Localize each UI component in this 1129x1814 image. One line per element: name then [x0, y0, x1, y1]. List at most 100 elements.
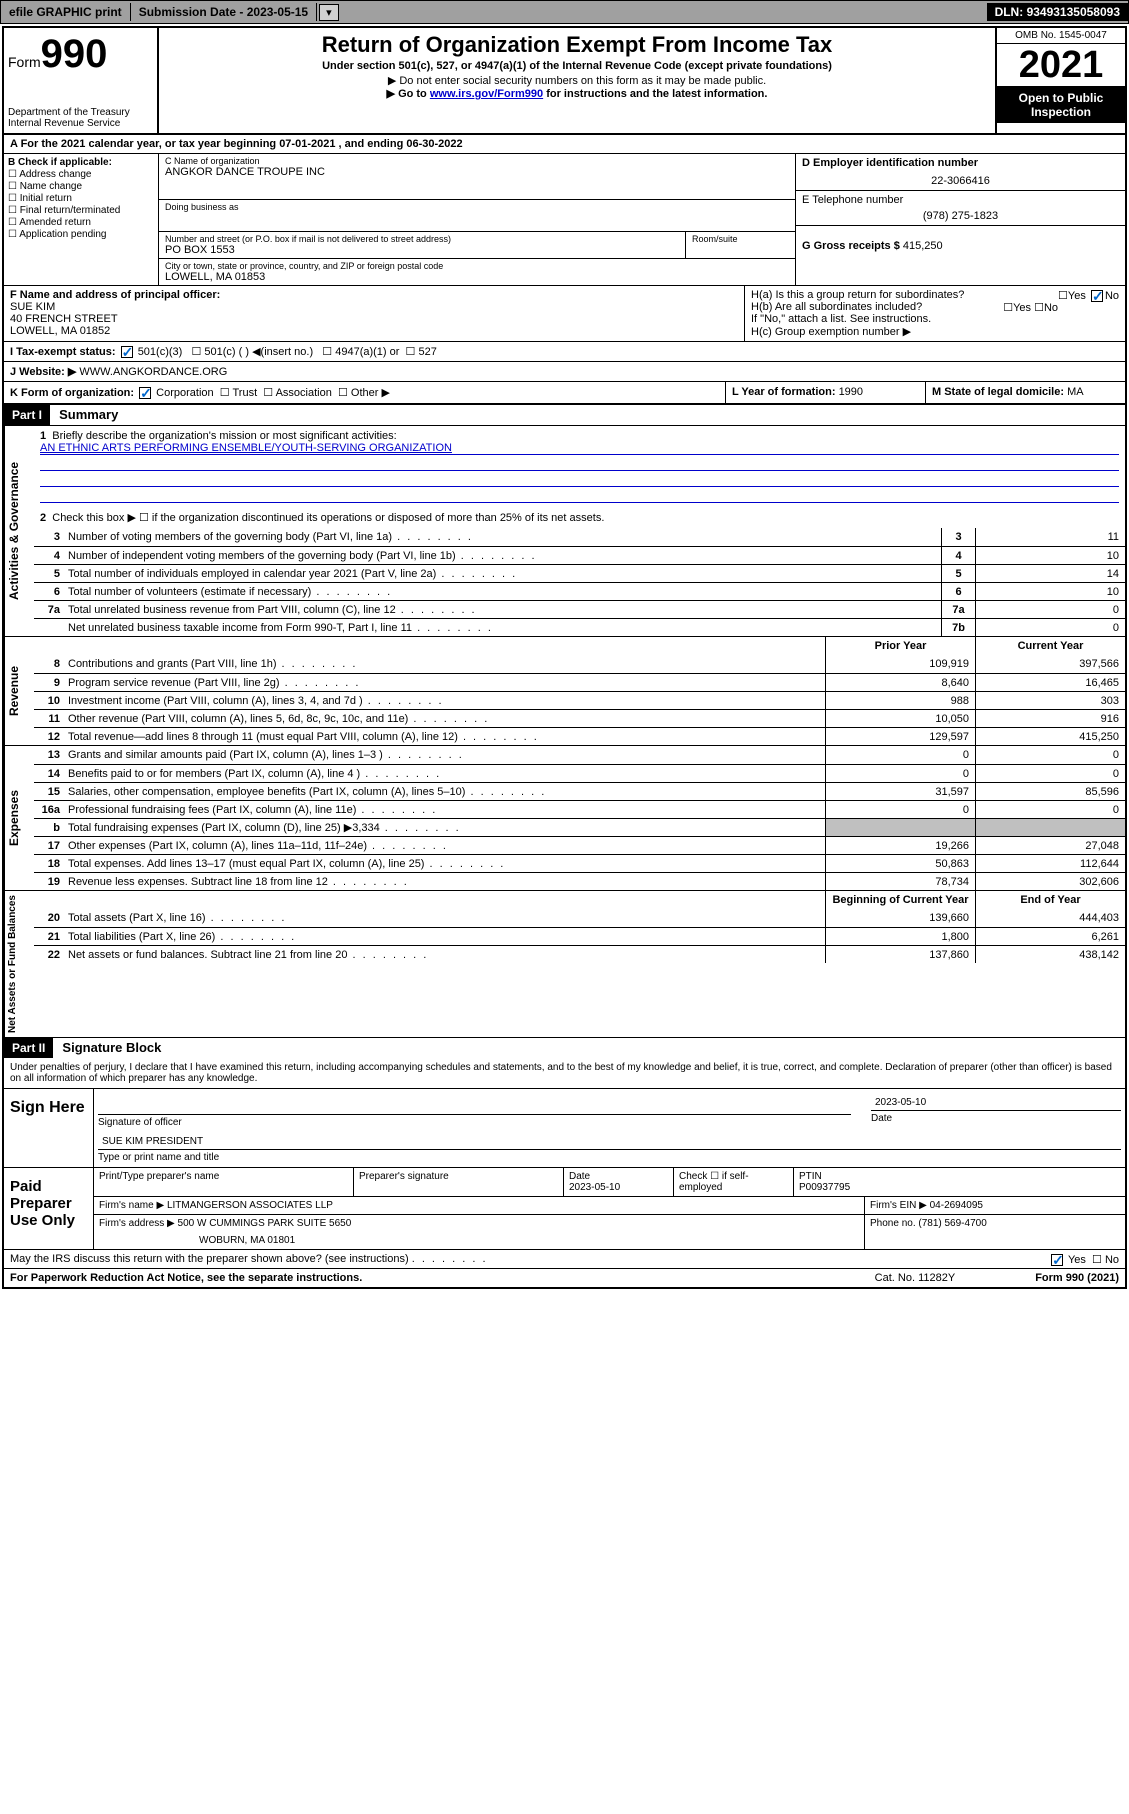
ln-num: 22 — [34, 947, 64, 963]
chk-pending[interactable]: ☐ Application pending — [8, 229, 154, 240]
submission-date: Submission Date - 2023-05-15 — [131, 3, 317, 21]
irs-link[interactable]: www.irs.gov/Form990 — [430, 88, 543, 100]
sign-here-row: Sign Here Signature of officer 2023-05-1… — [4, 1089, 1125, 1168]
j-label: J Website: ▶ — [10, 366, 79, 378]
ln-prior: 0 — [825, 765, 975, 782]
opt-501c3: 501(c)(3) — [138, 346, 183, 358]
sig-officer-field[interactable] — [98, 1095, 851, 1115]
dln-label: DLN: — [995, 5, 1027, 19]
row-klm: K Form of organization: Corporation ☐ Tr… — [4, 382, 1125, 405]
net-section: Net Assets or Fund Balances Beginning of… — [4, 891, 1125, 1038]
mission-line3 — [40, 473, 1119, 487]
omb-no: OMB No. 1545-0047 — [997, 28, 1125, 44]
foot-mid: Cat. No. 11282Y — [875, 1272, 956, 1284]
ln-curr: 415,250 — [975, 728, 1125, 745]
city-val: LOWELL, MA 01853 — [165, 271, 789, 283]
chk-501c3[interactable] — [121, 346, 133, 358]
ln-prior: 988 — [825, 692, 975, 709]
net-hdr: Beginning of Current Year End of Year — [34, 891, 1125, 909]
ln-curr: 27,048 — [975, 837, 1125, 854]
opt-other: Other ▶ — [351, 387, 390, 399]
ln-curr: 302,606 — [975, 873, 1125, 890]
sign-body: Signature of officer 2023-05-10 Date SUE… — [94, 1089, 1125, 1167]
may-no: No — [1105, 1254, 1119, 1266]
ln-curr: 0 — [975, 765, 1125, 782]
sig-intro: Under penalties of perjury, I declare th… — [4, 1058, 1125, 1089]
part2-tag: Part II — [4, 1038, 53, 1058]
firm-addr2: WOBURN, MA 01801 — [199, 1235, 859, 1246]
chk-initial[interactable]: ☐ Initial return — [8, 193, 154, 204]
chk-name-label: Name change — [20, 181, 82, 192]
part1-title: Summary — [53, 407, 118, 422]
col-prior: Prior Year — [825, 637, 975, 655]
chk-address[interactable]: ☐ Address change — [8, 169, 154, 180]
chk-name[interactable]: ☐ Name change — [8, 181, 154, 192]
opt-501c: 501(c) ( ) ◀(insert no.) — [204, 346, 313, 358]
foot-year: 2021 — [1091, 1272, 1115, 1284]
ln-prior: 10,050 — [825, 710, 975, 727]
part2-header: Part II Signature Block — [4, 1038, 1125, 1058]
ln-num: 18 — [34, 856, 64, 872]
gross-label: G Gross receipts $ — [802, 240, 903, 252]
mission-text: AN ETHNIC ARTS PERFORMING ENSEMBLE/YOUTH… — [40, 442, 1119, 455]
officer-block: F Name and address of principal officer:… — [4, 286, 745, 341]
firm-phone: (781) 569-4700 — [918, 1218, 986, 1229]
submission-date-val: 2023-05-15 — [247, 5, 308, 19]
firm-ein-label: Firm's EIN ▶ — [870, 1200, 930, 1211]
tel-label: E Telephone number — [802, 194, 1119, 206]
chk-final-label: Final return/terminated — [20, 205, 121, 216]
ln-num: 16a — [34, 802, 64, 818]
data-line: 10Investment income (Part VIII, column (… — [34, 691, 1125, 709]
prep-check: Check ☐ if self-employed — [674, 1168, 794, 1196]
officer-typed: SUE KIM PRESIDENT — [98, 1134, 1121, 1150]
ln-num: 12 — [34, 729, 64, 745]
foot-right: Form 990 (2021) — [1035, 1272, 1119, 1284]
ln-curr: 444,403 — [975, 909, 1125, 927]
ln-curr: 303 — [975, 692, 1125, 709]
ln-num: 11 — [34, 711, 64, 727]
ln-txt: Number of voting members of the governin… — [64, 529, 941, 545]
goto-post: for instructions and the latest informat… — [543, 88, 767, 100]
website-val: WWW.ANGKORDANCE.ORG — [79, 366, 227, 378]
data-line: 9Program service revenue (Part VIII, lin… — [34, 673, 1125, 691]
chk-pending-label: Application pending — [19, 229, 106, 240]
paid-prep-row: Paid Preparer Use Only Print/Type prepar… — [4, 1168, 1125, 1250]
ln-txt: Total revenue—add lines 8 through 11 (mu… — [64, 729, 825, 745]
side-exp: Expenses — [4, 746, 34, 890]
firm-phone-label: Phone no. — [870, 1218, 918, 1229]
ha-no-check[interactable] — [1091, 290, 1103, 302]
ln-txt: Program service revenue (Part VIII, line… — [64, 675, 825, 691]
ln-txt: Contributions and grants (Part VIII, lin… — [64, 656, 825, 672]
gov-body: 1 Briefly describe the organization's mi… — [34, 426, 1125, 636]
dropdown-btn[interactable]: ▾ — [319, 4, 339, 21]
chk-final[interactable]: ☐ Final return/terminated — [8, 205, 154, 216]
form-goto: ▶ Go to www.irs.gov/Form990 for instruct… — [167, 87, 987, 100]
data-line: 17Other expenses (Part IX, column (A), l… — [34, 836, 1125, 854]
chk-initial-label: Initial return — [20, 193, 72, 204]
city-label: City or town, state or province, country… — [165, 261, 789, 271]
ln-prior: 1,800 — [825, 928, 975, 945]
chk-corp[interactable] — [139, 387, 151, 399]
ln-prior: 109,919 — [825, 655, 975, 673]
l-val: 1990 — [839, 386, 863, 398]
foot-form-num: 990 — [1066, 1272, 1084, 1284]
opt-corp: Corporation — [156, 387, 213, 399]
part1-tag: Part I — [4, 405, 50, 425]
form-warn: ▶ Do not enter social security numbers o… — [167, 74, 987, 87]
data-line: 12Total revenue—add lines 8 through 11 (… — [34, 727, 1125, 745]
right-block: D Employer identification number 22-3066… — [795, 154, 1125, 285]
data-line: 11Other revenue (Part VIII, column (A), … — [34, 709, 1125, 727]
footer: For Paperwork Reduction Act Notice, see … — [4, 1268, 1125, 1287]
hc-row: H(c) Group exemption number ▶ — [751, 325, 1119, 338]
ln-txt: Number of independent voting members of … — [64, 548, 941, 564]
prep-date-val: 2023-05-10 — [569, 1182, 668, 1193]
ln-txt: Professional fundraising fees (Part IX, … — [64, 802, 825, 818]
chk-amended-label: Amended return — [19, 217, 91, 228]
gov-section: Activities & Governance 1 Briefly descri… — [4, 426, 1125, 637]
ln-curr — [975, 819, 1125, 836]
officer-name: SUE KIM — [10, 301, 738, 313]
may-yes-check[interactable] — [1051, 1254, 1063, 1266]
data-line: 13Grants and similar amounts paid (Part … — [34, 746, 1125, 764]
ln-prior — [825, 819, 975, 836]
chk-amended[interactable]: ☐ Amended return — [8, 217, 154, 228]
